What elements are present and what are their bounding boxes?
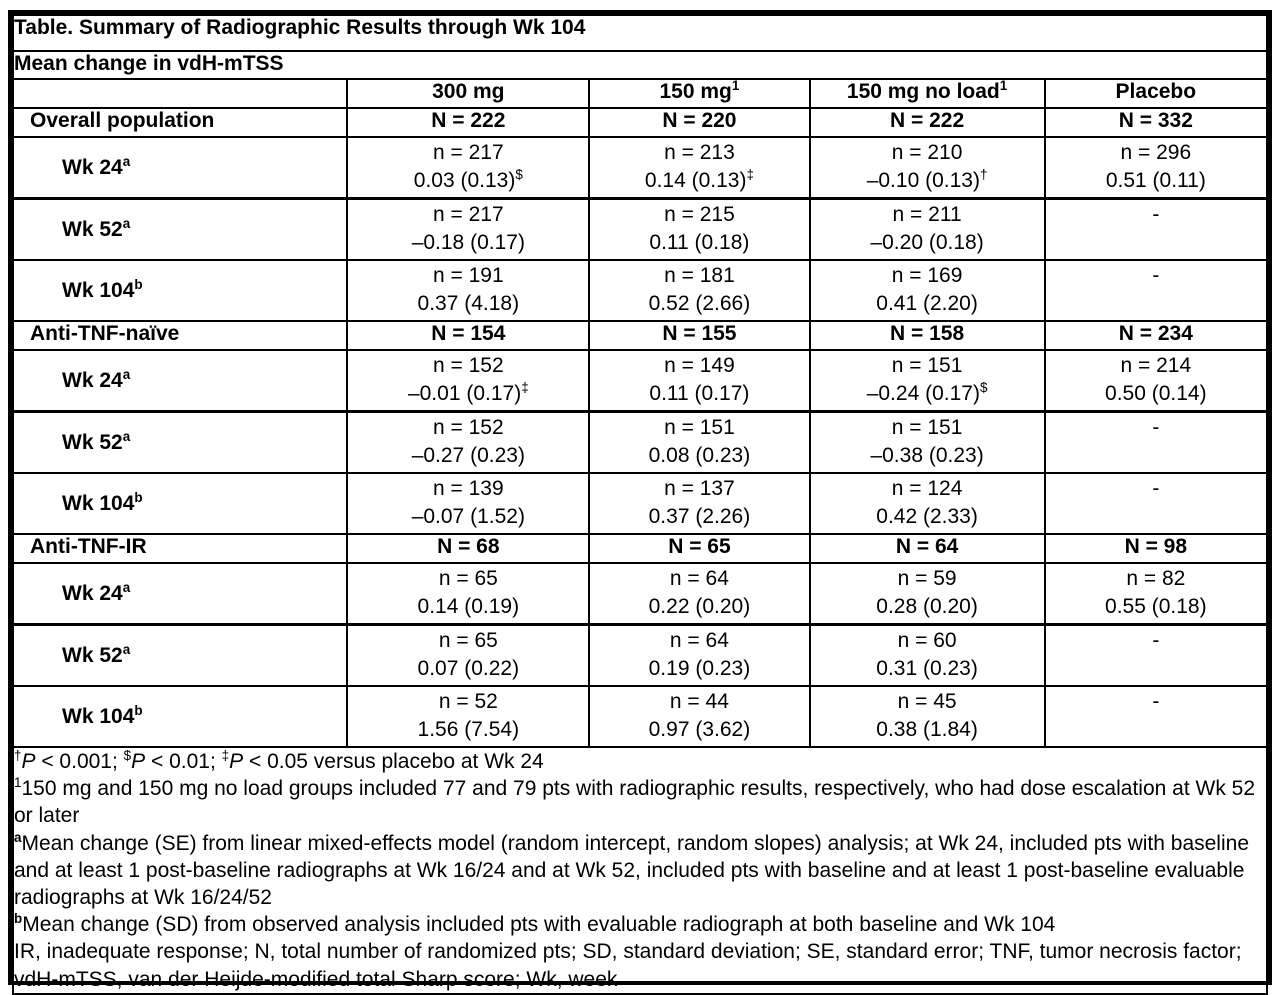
- no-data-cell: -: [1043, 472, 1269, 535]
- no-data-cell: -: [1043, 410, 1269, 474]
- section-label: Overall population: [11, 107, 349, 138]
- result-cell: n = 45 0.38 (1.84): [808, 685, 1046, 748]
- randomized-n-cell: N = 64: [808, 533, 1046, 564]
- result-cell: n = 210 –0.10 (0.13)†: [808, 136, 1046, 200]
- table-row: Wk 52a n = 217 –0.18 (0.17) n = 215 0.11 (0.…: [11, 197, 1269, 261]
- result-cell: n = 64 0.19 (0.23): [588, 623, 811, 687]
- result-cell: n = 211 –0.20 (0.18): [808, 197, 1046, 261]
- randomized-n-cell: N = 222: [346, 107, 591, 138]
- week-row-label: Wk 52a: [11, 410, 349, 474]
- result-cell: n = 215 0.11 (0.18): [588, 197, 811, 261]
- table-title: Table. Summary of Radiographic Results t…: [12, 14, 1268, 52]
- table-row: Wk 104b n = 191 0.37 (4.18) n = 181 0.52 (2.…: [11, 259, 1269, 322]
- table-subtitle: Mean change in vdH-mTSS: [12, 50, 1268, 80]
- week-row-label: Wk 52a: [11, 197, 349, 261]
- result-cell: n = 124 0.42 (2.33): [808, 472, 1046, 535]
- week-row-label: Wk 24a: [11, 562, 349, 626]
- section-row: Overall population N = 222 N = 220 N = 222 N…: [11, 107, 1269, 138]
- footnote: 1150 mg and 150 mg no load groups includ…: [14, 775, 1256, 828]
- result-cell: n = 181 0.52 (2.66): [588, 259, 811, 322]
- result-cell: n = 152 –0.01 (0.17)‡: [346, 349, 591, 413]
- column-header: 150 mg1: [588, 78, 811, 109]
- randomized-n-cell: N = 220: [588, 107, 811, 138]
- result-cell: n = 137 0.37 (2.26): [588, 472, 811, 535]
- column-header: 300 mg: [346, 78, 591, 109]
- result-cell: n = 191 0.37 (4.18): [346, 259, 591, 322]
- result-cell: n = 169 0.41 (2.20): [808, 259, 1046, 322]
- section-row: Anti-TNF-IR N = 68 N = 65 N = 64 N = 98: [11, 533, 1269, 564]
- no-data-cell: -: [1043, 259, 1269, 322]
- column-header-row: 300 mg 150 mg1 150 mg no load1 Placebo: [11, 78, 1269, 109]
- blank-header-cell: [11, 78, 349, 109]
- week-row-label: Wk 24a: [11, 349, 349, 413]
- randomized-n-cell: N = 65: [588, 533, 811, 564]
- no-data-cell: -: [1043, 197, 1269, 261]
- table-row: Wk 104b n = 139 –0.07 (1.52) n = 137 0.37 (2…: [11, 472, 1269, 535]
- result-cell: n = 139 –0.07 (1.52): [346, 472, 591, 535]
- result-cell: n = 151 –0.24 (0.17)$: [808, 349, 1046, 413]
- randomized-n-cell: N = 155: [588, 320, 811, 351]
- table-row: Wk 104b n = 52 1.56 (7.54) n = 44 0.97 (3.62…: [11, 685, 1269, 748]
- result-cell: n = 149 0.11 (0.17): [588, 349, 811, 413]
- section-label: Anti-TNF-naïve: [11, 320, 349, 351]
- footnotes: †P < 0.001; $P < 0.01; ‡P < 0.05 versus …: [12, 746, 1268, 995]
- footnote: bMean change (SD) from observed analysis…: [14, 911, 1056, 937]
- table-row: Wk 24a n = 217 0.03 (0.13)$ n = 213 0.14 (0.…: [11, 136, 1269, 200]
- randomized-n-cell: N = 234: [1043, 320, 1269, 351]
- result-cell: n = 214 0.50 (0.14): [1043, 349, 1269, 413]
- result-cell: n = 44 0.97 (3.62): [588, 685, 811, 748]
- section-label: Anti-TNF-IR: [11, 533, 349, 564]
- randomized-n-cell: N = 332: [1043, 107, 1269, 138]
- column-header: 150 mg no load1: [808, 78, 1046, 109]
- footnote-row: †P < 0.001; $P < 0.01; ‡P < 0.05 versus …: [12, 746, 1268, 995]
- result-cell: n = 59 0.28 (0.20): [808, 562, 1046, 626]
- result-cell: n = 151 –0.38 (0.23): [808, 410, 1046, 474]
- footnote: †P < 0.001; $P < 0.01; ‡P < 0.05 versus …: [14, 748, 544, 773]
- footnote: aMean change (SE) from linear mixed-effe…: [14, 829, 1249, 910]
- randomized-n-cell: N = 154: [346, 320, 591, 351]
- table-frame: Table. Summary of Radiographic Results t…: [8, 10, 1272, 995]
- randomized-n-cell: N = 98: [1043, 533, 1269, 564]
- result-cell: n = 52 1.56 (7.54): [346, 685, 591, 748]
- result-cell: n = 217 0.03 (0.13)$: [346, 136, 591, 200]
- section-row: Anti-TNF-naïve N = 154 N = 155 N = 158 N = 2…: [11, 320, 1269, 351]
- no-data-cell: -: [1043, 623, 1269, 687]
- result-cell: n = 64 0.22 (0.20): [588, 562, 811, 626]
- week-row-label: Wk 52a: [11, 623, 349, 687]
- result-cell: n = 217 –0.18 (0.17): [346, 197, 591, 261]
- result-cell: n = 152 –0.27 (0.23): [346, 410, 591, 474]
- randomized-n-cell: N = 222: [808, 107, 1046, 138]
- table-title-row: Table. Summary of Radiographic Results t…: [12, 14, 1268, 52]
- result-cell: n = 151 0.08 (0.23): [588, 410, 811, 474]
- week-row-label: Wk 104b: [11, 259, 349, 322]
- no-data-cell: -: [1043, 685, 1269, 748]
- radiographic-results-table: Table. Summary of Radiographic Results t…: [11, 14, 1269, 995]
- result-cell: n = 213 0.14 (0.13)‡: [588, 136, 811, 200]
- result-cell: n = 65 0.07 (0.22): [346, 623, 591, 687]
- week-row-label: Wk 104b: [11, 472, 349, 535]
- randomized-n-cell: N = 158: [808, 320, 1046, 351]
- table-subtitle-row: Mean change in vdH-mTSS: [12, 50, 1268, 80]
- footnote: IR, inadequate response; N, total number…: [14, 940, 1242, 991]
- result-cell: n = 60 0.31 (0.23): [808, 623, 1046, 687]
- result-cell: n = 82 0.55 (0.18): [1043, 562, 1269, 626]
- table-row: Wk 52a n = 65 0.07 (0.22) n = 64 0.19 (0.23)…: [11, 623, 1269, 687]
- randomized-n-cell: N = 68: [346, 533, 591, 564]
- week-row-label: Wk 104b: [11, 685, 349, 748]
- column-header: Placebo: [1043, 78, 1269, 109]
- week-row-label: Wk 24a: [11, 136, 349, 200]
- table-row: Wk 24a n = 152 –0.01 (0.17)‡ n = 149 0.11 (0…: [11, 349, 1269, 413]
- table-row: Wk 24a n = 65 0.14 (0.19) n = 64 0.22 (0.20)…: [11, 562, 1269, 626]
- result-cell: n = 65 0.14 (0.19): [346, 562, 591, 626]
- table-row: Wk 52a n = 152 –0.27 (0.23) n = 151 0.08 (0.…: [11, 410, 1269, 474]
- result-cell: n = 296 0.51 (0.11): [1043, 136, 1269, 200]
